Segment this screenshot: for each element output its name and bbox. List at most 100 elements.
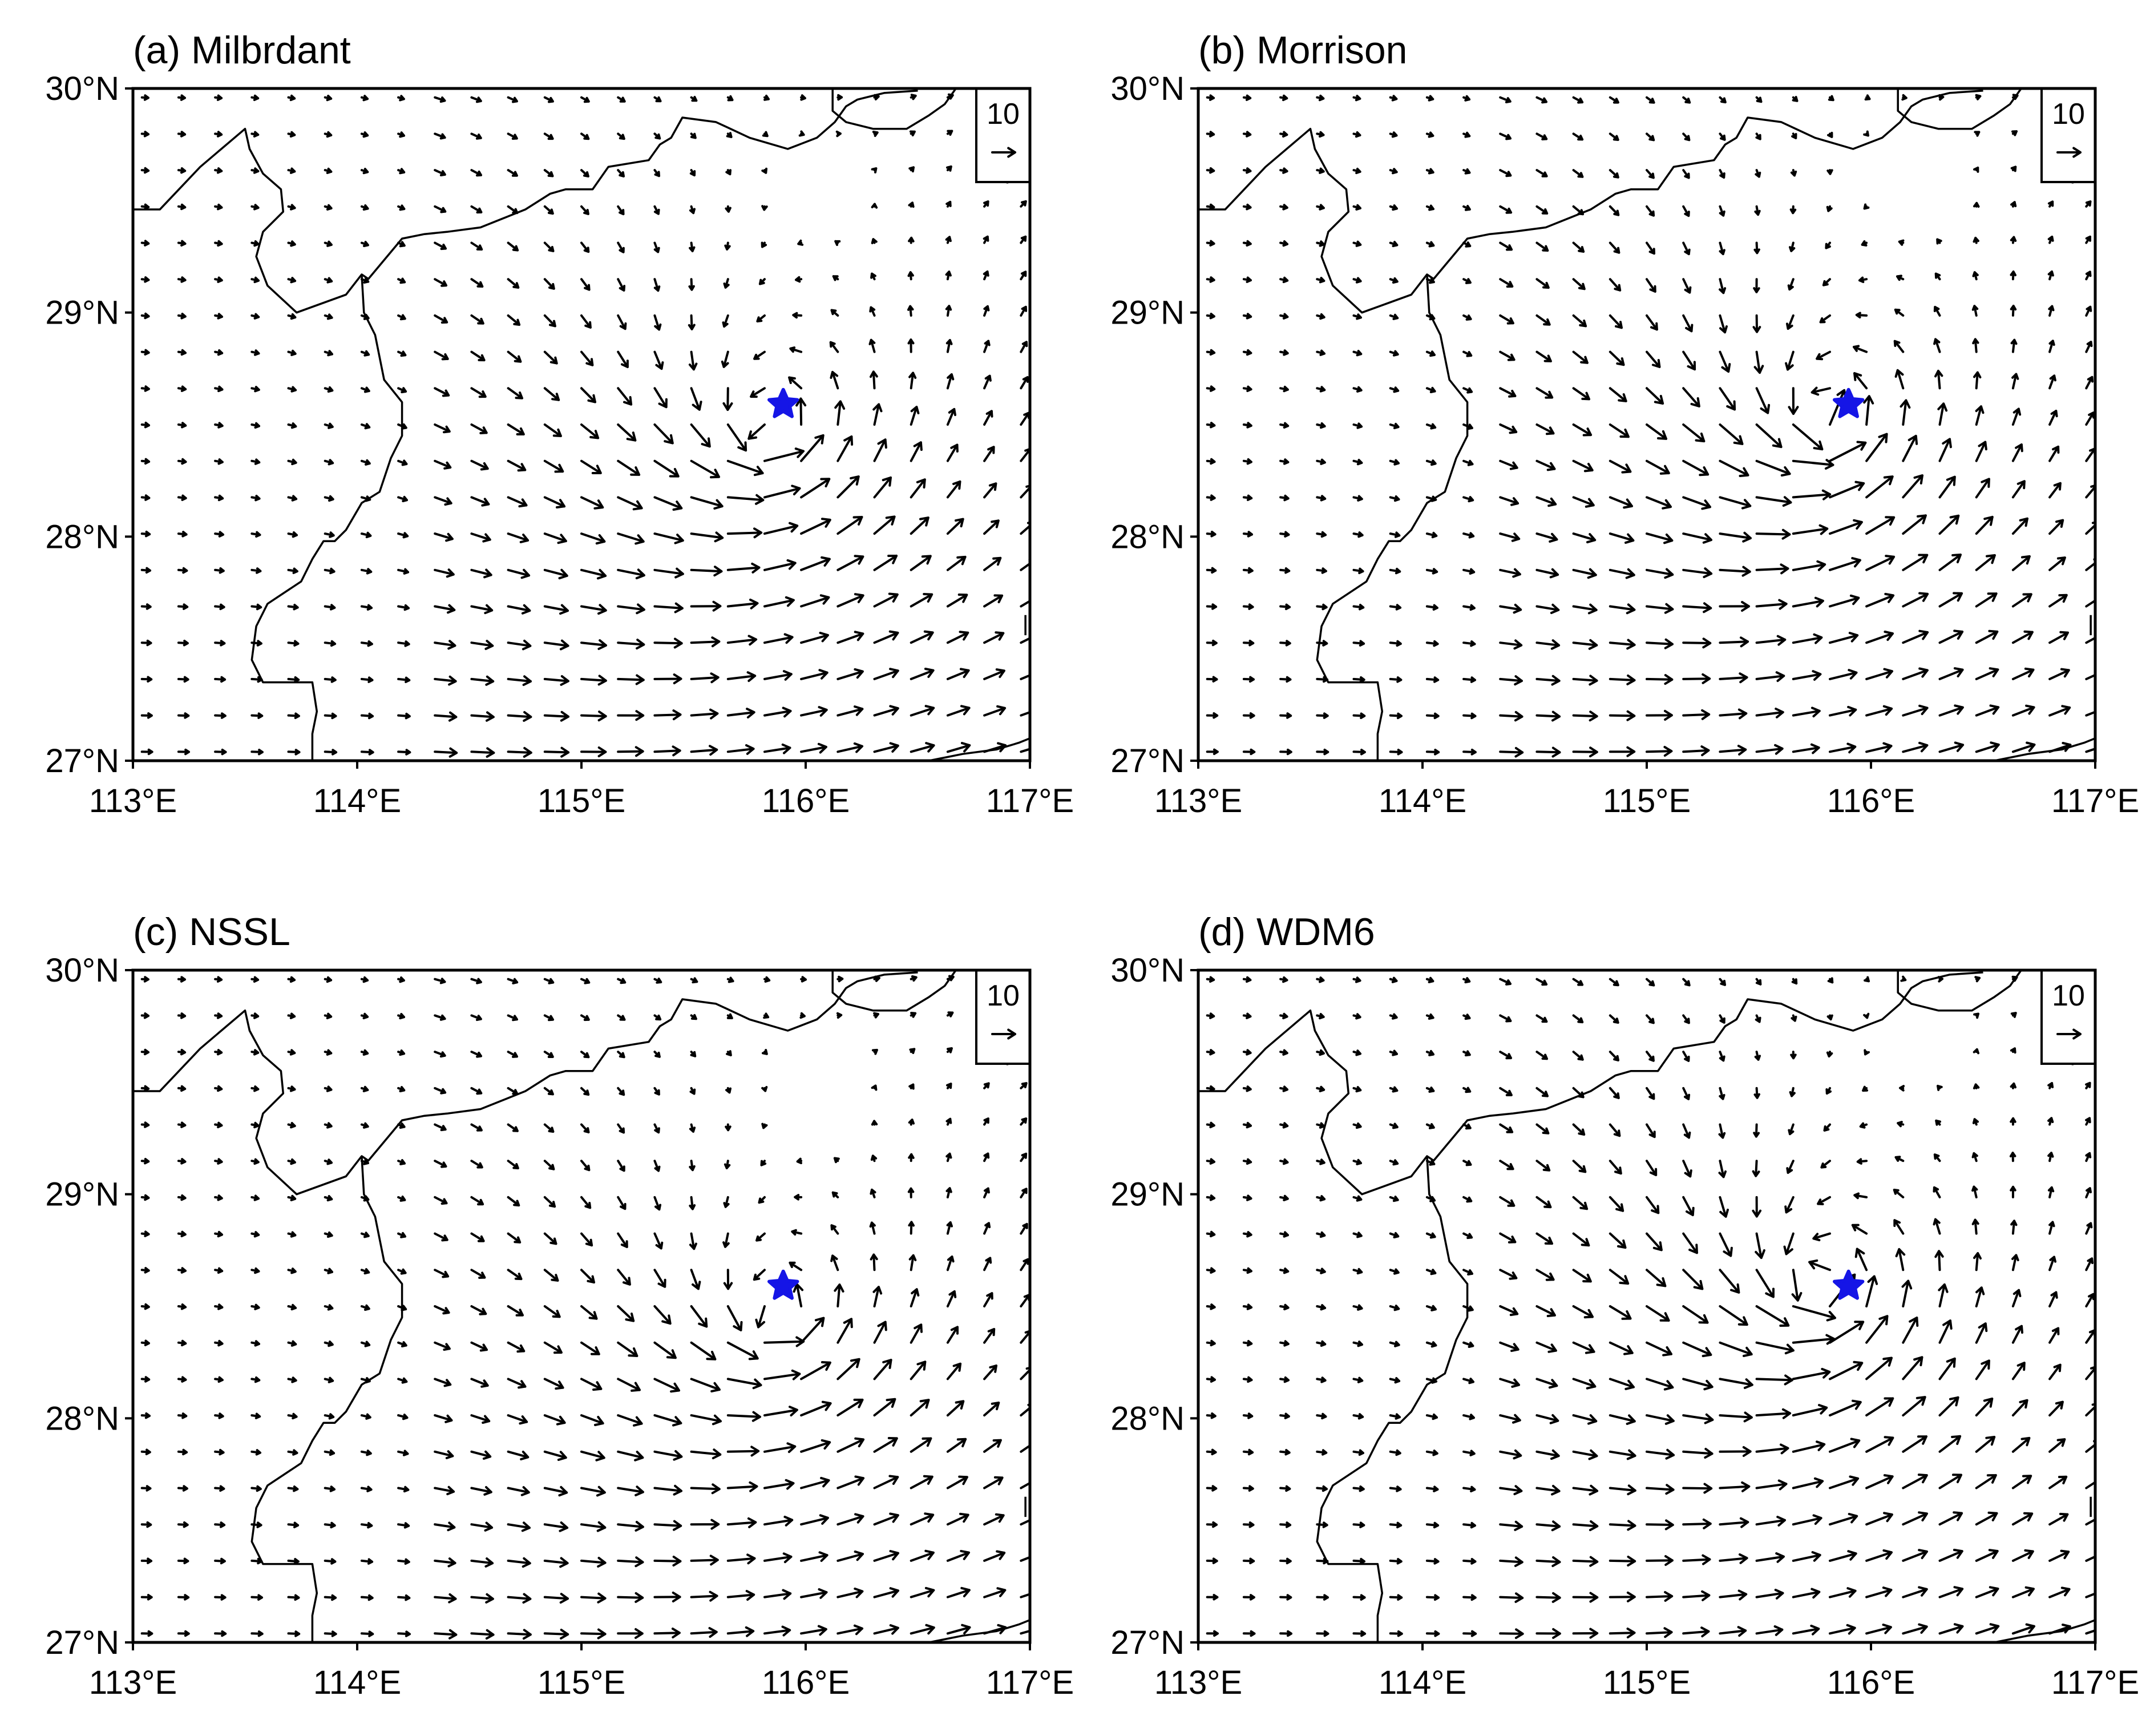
wind-vector-arrow <box>834 240 841 247</box>
wind-vector-arrow <box>1389 459 1400 466</box>
wind-vector-arrow <box>250 1121 260 1129</box>
wind-vector-arrow <box>2085 710 2095 717</box>
wind-vector-arrow <box>434 96 446 103</box>
wind-vector-arrow <box>1822 278 1831 286</box>
wind-vector-arrow <box>758 278 766 285</box>
wind-vector-arrow <box>287 1630 301 1637</box>
wind-vector-field <box>140 92 1030 758</box>
wind-vector-arrow <box>1755 1408 1792 1419</box>
wind-vector-arrow <box>1896 274 1905 281</box>
wind-vector-arrow <box>1462 1160 1472 1166</box>
wind-vector-arrow <box>324 604 336 611</box>
coastline-main <box>1198 90 1983 314</box>
wind-vector-arrow <box>836 668 864 680</box>
wind-vector-arrow <box>1755 563 1789 575</box>
wind-vector-arrow <box>724 1160 731 1169</box>
wind-vector-arrow <box>1865 1436 1894 1453</box>
wind-vector-arrow <box>1973 1083 1980 1089</box>
wind-vector-arrow <box>761 205 768 211</box>
wind-vector-arrow <box>1499 1520 1523 1531</box>
wind-vector-arrow <box>1242 748 1256 756</box>
wind-vector-arrow <box>1462 423 1473 430</box>
wind-vector-arrow <box>1020 1258 1029 1271</box>
wind-vector-arrow <box>1861 240 1868 247</box>
wind-vector-arrow <box>397 459 408 466</box>
wind-vector-arrow <box>250 1376 261 1383</box>
wind-vector-arrow <box>1425 1159 1436 1166</box>
wind-vector-arrow <box>1902 704 1929 717</box>
wind-vector-arrow <box>763 1406 798 1417</box>
wind-vector-arrow <box>1242 640 1255 647</box>
wind-vector-arrow <box>580 1123 590 1133</box>
wind-vector-arrow <box>580 710 607 722</box>
wind-vector-arrow <box>543 96 554 103</box>
wind-vector-arrow <box>543 1414 566 1426</box>
wind-vector-arrow <box>800 1514 829 1526</box>
wind-vector-arrow <box>360 1485 373 1492</box>
wind-vector-arrow <box>617 1087 625 1096</box>
wind-vector-arrow <box>177 1267 187 1274</box>
wind-vector-arrow <box>140 1557 152 1564</box>
wind-vector-arrow <box>1535 603 1560 614</box>
wind-vector-arrow <box>140 1521 152 1528</box>
wind-vector-arrow <box>1936 238 1942 245</box>
wind-vector-arrow <box>397 1414 409 1420</box>
wind-vector-arrow <box>1719 459 1749 477</box>
wind-vector-arrow <box>1279 131 1288 138</box>
wind-vector-arrow <box>324 204 333 211</box>
wind-vector-arrow <box>287 1012 296 1019</box>
wind-vector-arrow <box>580 1450 605 1462</box>
wind-vector-arrow <box>1975 554 1996 571</box>
wind-vector-arrow <box>1499 639 1523 650</box>
wind-vector-arrow <box>617 459 641 476</box>
wind-vector-arrow <box>908 372 917 390</box>
wind-vector-arrow <box>1609 1232 1627 1249</box>
wind-vector-arrow <box>690 1051 697 1057</box>
wind-vector-arrow <box>800 94 806 101</box>
wind-vector-arrow <box>397 676 411 683</box>
wind-vector-arrow <box>690 600 722 612</box>
wind-vector-arrow <box>1279 603 1291 611</box>
wind-vector-arrow <box>1206 1121 1215 1129</box>
wind-vector-arrow <box>690 1269 701 1290</box>
wind-vector-arrow <box>653 241 660 253</box>
wind-vector-arrow <box>1894 308 1905 317</box>
wind-vector-arrow <box>873 1550 899 1562</box>
wind-vector-arrow <box>2048 410 2058 426</box>
wind-vector-arrow <box>1902 741 1929 753</box>
wind-vector-arrow <box>1572 1556 1599 1567</box>
wind-vector-arrow <box>2047 1082 2054 1089</box>
coastline-west <box>250 274 403 761</box>
wind-vector-arrow <box>1389 1521 1403 1529</box>
wind-vector-arrow <box>1425 1521 1440 1529</box>
wind-vector-arrow <box>250 567 262 574</box>
wind-vector-arrow <box>250 976 260 983</box>
wind-vector-arrow <box>507 639 532 651</box>
wind-vector-arrow <box>1206 639 1218 647</box>
wind-vector-arrow <box>794 1194 803 1201</box>
wind-vector-arrow <box>2048 668 2070 680</box>
wind-vector-arrow <box>250 1485 262 1492</box>
wind-vector-arrow <box>1863 130 1869 137</box>
wind-vector-arrow <box>690 531 724 543</box>
wind-vector-arrow <box>543 568 568 580</box>
wind-vector-arrow <box>1316 1594 1329 1601</box>
wind-vector-arrow <box>2085 305 2092 317</box>
wind-vector-arrow <box>1279 1267 1290 1274</box>
wind-vector-arrow <box>1389 241 1399 248</box>
wind-vector-arrow <box>1020 674 1030 680</box>
wind-vector-arrow <box>1316 1158 1325 1165</box>
wind-vector-arrow <box>2048 1438 2066 1453</box>
wind-vector-arrow <box>907 271 914 281</box>
wind-vector-arrow <box>909 130 916 136</box>
wind-vector-arrow <box>1279 1449 1291 1456</box>
coastline-main <box>133 971 918 1196</box>
wind-vector-arrow <box>1753 1087 1760 1099</box>
wind-vector-arrow <box>1719 1626 1747 1637</box>
wind-vector-arrow <box>910 94 917 100</box>
wind-vector-arrow <box>140 639 152 647</box>
wind-vector-arrow <box>580 278 591 291</box>
wind-vector-arrow <box>836 516 863 535</box>
wind-vector-arrow <box>1719 1196 1729 1218</box>
wind-vector-arrow <box>834 1283 844 1307</box>
